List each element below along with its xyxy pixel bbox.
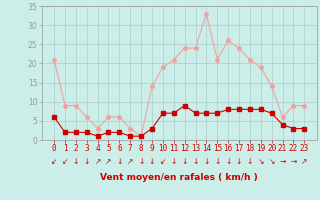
Text: →: → (279, 157, 286, 166)
Text: ↙: ↙ (62, 157, 68, 166)
Text: ↓: ↓ (225, 157, 231, 166)
Text: ↗: ↗ (301, 157, 308, 166)
Text: →: → (290, 157, 297, 166)
Text: ↗: ↗ (127, 157, 133, 166)
Text: ↓: ↓ (214, 157, 220, 166)
Text: ↘: ↘ (258, 157, 264, 166)
Text: ↓: ↓ (247, 157, 253, 166)
Text: ↗: ↗ (94, 157, 101, 166)
Text: ↓: ↓ (73, 157, 79, 166)
Text: ↓: ↓ (236, 157, 242, 166)
Text: ↓: ↓ (84, 157, 90, 166)
Text: ↙: ↙ (51, 157, 57, 166)
Text: ↘: ↘ (268, 157, 275, 166)
Text: ↗: ↗ (105, 157, 112, 166)
Text: ↓: ↓ (192, 157, 199, 166)
Text: ↓: ↓ (181, 157, 188, 166)
Text: ↓: ↓ (116, 157, 123, 166)
Text: ↙: ↙ (160, 157, 166, 166)
Text: ↓: ↓ (171, 157, 177, 166)
X-axis label: Vent moyen/en rafales ( km/h ): Vent moyen/en rafales ( km/h ) (100, 173, 258, 182)
Text: ↓: ↓ (203, 157, 210, 166)
Text: ↓: ↓ (149, 157, 155, 166)
Text: ↓: ↓ (138, 157, 144, 166)
